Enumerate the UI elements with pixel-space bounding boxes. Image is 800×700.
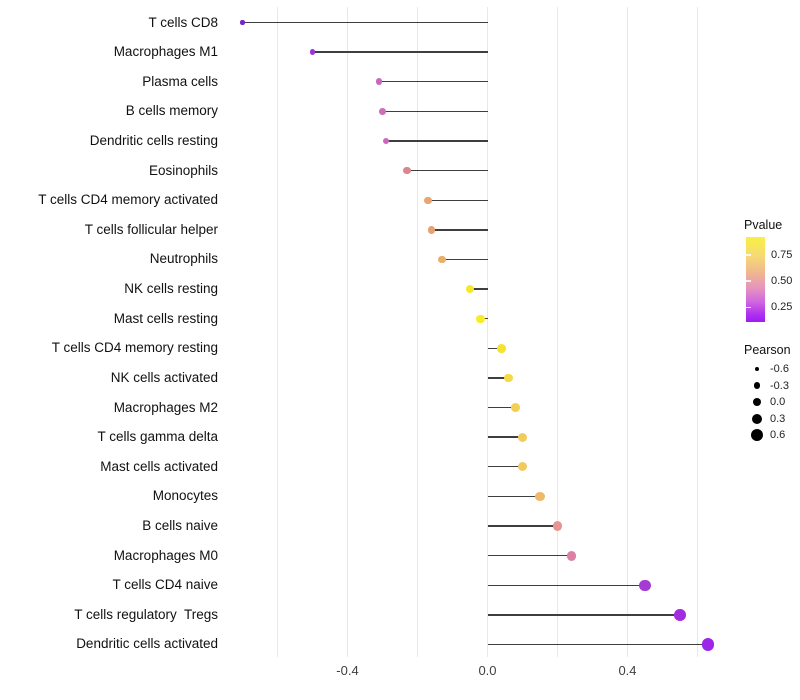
- pvalue-tick-label: 0.50: [771, 275, 793, 288]
- pearson-legend-dot: [751, 413, 763, 424]
- lollipop-dot: [497, 343, 506, 353]
- lollipop-dot: [403, 167, 411, 175]
- lollipop-stem: [386, 140, 488, 142]
- row-label: T cells CD8: [148, 14, 218, 30]
- pearson-legend-label: 0.6: [770, 429, 786, 442]
- pearson-legend-dot: [754, 366, 760, 372]
- row-label: B cells naive: [142, 518, 218, 534]
- pearson-legend-label: 0.0: [770, 396, 786, 409]
- lollipop-dot: [379, 108, 386, 115]
- row-label: T cells regulatory Tregs: [74, 606, 218, 622]
- row-label: Neutrophils: [149, 251, 218, 267]
- lollipop-dot: [438, 255, 446, 264]
- gridline: [487, 7, 488, 657]
- pearson-legend-dot: [751, 429, 763, 442]
- lollipop-dot: [518, 432, 527, 442]
- pvalue-gradient-tick: [746, 280, 751, 282]
- pearson-legend-dot: [753, 382, 761, 389]
- row-label: Monocytes: [152, 488, 218, 504]
- lollipop-stem: [487, 377, 509, 379]
- lollipop-stem: [312, 51, 488, 53]
- lollipop-dot: [535, 491, 545, 502]
- lollipop-stem: [470, 288, 488, 290]
- row-label: T cells CD4 memory resting: [51, 340, 218, 356]
- row-label: B cells memory: [125, 103, 218, 119]
- row-label: Plasma cells: [142, 73, 218, 89]
- pvalue-tick-label: 0.25: [771, 301, 793, 314]
- lollipop-dot: [424, 196, 432, 204]
- row-label: Macrophages M2: [113, 399, 218, 415]
- lollipop-dot: [309, 49, 316, 55]
- lollipop-stem: [431, 229, 488, 231]
- gridline: [627, 7, 628, 657]
- row-label: Dendritic cells activated: [76, 636, 218, 652]
- pearson-legend-title: Pearson: [744, 343, 791, 357]
- lollipop-stem: [487, 495, 540, 498]
- row-label: Mast cells activated: [100, 458, 218, 474]
- pvalue-tick-label: 0.75: [771, 248, 793, 261]
- lollipop-stem: [487, 525, 558, 527]
- pvalue-gradient-tick: [746, 254, 751, 256]
- row-label: Macrophages M0: [113, 547, 218, 563]
- lollipop-dot: [518, 462, 527, 472]
- gridline: [697, 7, 698, 657]
- lollipop-dot: [375, 78, 383, 85]
- row-label: T cells follicular helper: [84, 221, 218, 237]
- pearson-legend-dot: [752, 398, 762, 407]
- lollipop-stem: [242, 21, 488, 24]
- lollipop-dot: [511, 403, 520, 412]
- row-label: NK cells resting: [124, 281, 218, 297]
- row-label: Eosinophils: [148, 162, 218, 178]
- pvalue-legend-title: Pvalue: [744, 218, 783, 232]
- row-label: NK cells activated: [110, 369, 218, 385]
- lollipop-dot: [701, 638, 715, 651]
- lollipop-dot: [552, 521, 563, 531]
- lollipop-stem: [487, 436, 523, 438]
- row-label: Mast cells resting: [113, 310, 218, 326]
- lollipop-dot: [382, 137, 390, 145]
- lollipop-stem: [382, 110, 488, 113]
- gridline: [277, 7, 278, 657]
- gridline: [557, 7, 558, 657]
- pvalue-gradient-bar: [746, 237, 765, 322]
- x-tick-label: -0.4: [336, 663, 359, 678]
- pearson-legend-label: 0.3: [770, 412, 786, 425]
- row-label: Dendritic cells resting: [89, 132, 218, 148]
- lollipop-stem: [487, 347, 502, 349]
- gridline: [417, 7, 418, 657]
- gridline: [347, 7, 348, 657]
- lollipop-dot: [639, 579, 651, 591]
- lollipop-dot: [427, 226, 436, 234]
- lollipop-dot: [476, 314, 485, 323]
- pvalue-gradient-tick: [746, 306, 751, 309]
- lollipop-dot: [504, 373, 513, 383]
- pearson-legend-label: -0.6: [770, 363, 789, 375]
- row-label: T cells gamma delta: [97, 429, 218, 445]
- lollipop-stem: [487, 406, 516, 409]
- x-tick-label: 0.4: [618, 663, 637, 678]
- lollipop-stem: [487, 466, 523, 468]
- lollipop-dot: [674, 609, 686, 621]
- lollipop-stem: [487, 614, 680, 616]
- lollipop-dot: [240, 20, 245, 25]
- lollipop-stem: [379, 81, 488, 83]
- row-label: T cells CD4 memory activated: [38, 192, 218, 208]
- lollipop-dot: [566, 550, 577, 561]
- x-tick-label: 0.0: [478, 663, 497, 678]
- lollipop-dot: [465, 285, 475, 294]
- lollipop-stem: [428, 199, 488, 201]
- lollipop-stem: [487, 584, 645, 586]
- row-label: Macrophages M1: [113, 44, 218, 60]
- lollipop-stem: [442, 258, 488, 261]
- lollipop-stem: [487, 643, 708, 646]
- lollipop-stem: [487, 554, 572, 557]
- row-label: T cells CD4 naive: [112, 577, 218, 593]
- pearson-legend-label: -0.3: [770, 379, 789, 392]
- lollipop-stem: [407, 169, 488, 172]
